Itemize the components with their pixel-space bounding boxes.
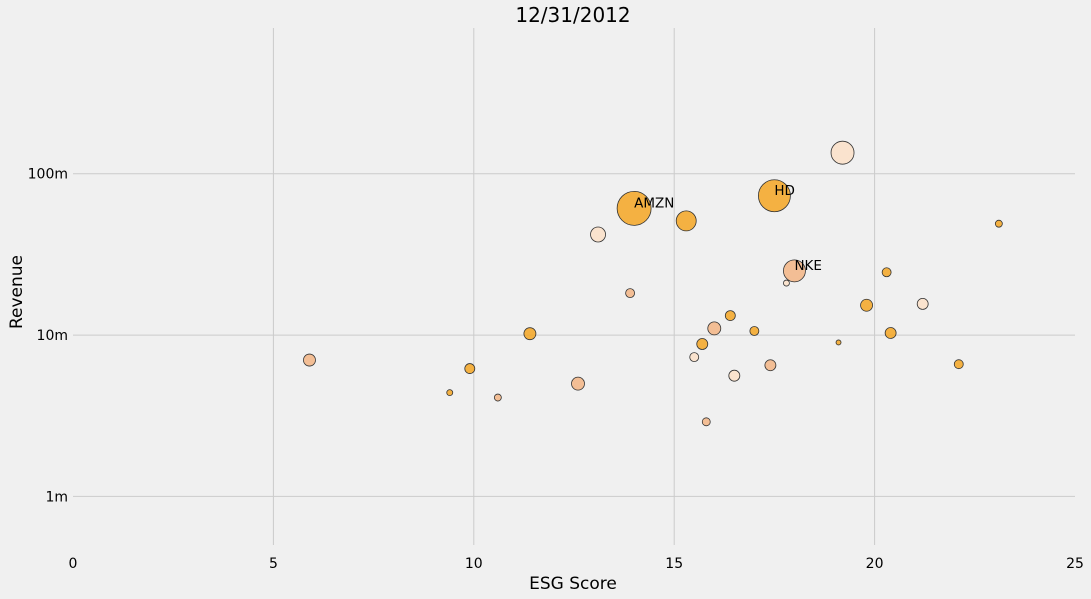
y-axis-label: Revenue <box>7 255 27 329</box>
point-annotations: AMZN HD NKE <box>634 183 822 274</box>
data-point <box>675 210 697 232</box>
x-axis-label: ESG Score <box>529 574 617 594</box>
data-point <box>764 359 777 372</box>
data-point <box>758 179 791 213</box>
x-tick-label: 20 <box>866 556 884 572</box>
data-point <box>884 327 897 339</box>
data-point <box>523 327 537 341</box>
data-point <box>701 417 711 427</box>
point-label: HD <box>774 183 795 199</box>
data-point <box>689 352 700 363</box>
data-point <box>749 326 760 336</box>
x-tick-label: 15 <box>665 556 683 572</box>
data-point <box>493 393 502 402</box>
data-points <box>303 140 1003 427</box>
data-point <box>303 353 316 367</box>
y-tick-label: 10m <box>37 328 68 344</box>
y-tick-label: 1m <box>45 489 68 505</box>
data-point <box>783 259 806 283</box>
data-point <box>571 376 585 391</box>
data-point <box>696 338 709 350</box>
grid-lines <box>73 28 1075 545</box>
chart-title: 12/31/2012 <box>515 3 630 27</box>
x-tick-label: 10 <box>465 556 483 572</box>
point-label: NKE <box>794 258 821 274</box>
data-point <box>881 267 892 278</box>
x-tick-label: 0 <box>69 556 78 572</box>
x-tick-label: 25 <box>1066 556 1084 572</box>
data-point <box>830 140 855 165</box>
y-tick-label: 100m <box>28 167 68 183</box>
data-point <box>724 310 736 322</box>
axis-ticks: 0 5 10 15 20 25 1m 10m 100m <box>28 167 1084 572</box>
data-point <box>464 363 476 374</box>
data-point <box>953 359 964 370</box>
data-point <box>446 389 454 397</box>
data-point <box>590 226 606 243</box>
data-point <box>783 279 790 287</box>
data-point <box>835 339 842 346</box>
data-point <box>994 219 1003 228</box>
data-point <box>728 369 741 382</box>
data-point <box>916 298 929 310</box>
x-tick-label: 5 <box>269 556 278 572</box>
data-point <box>707 321 722 336</box>
data-point <box>860 298 873 312</box>
data-point <box>616 190 652 226</box>
point-label: AMZN <box>634 195 674 211</box>
data-point <box>625 288 636 299</box>
